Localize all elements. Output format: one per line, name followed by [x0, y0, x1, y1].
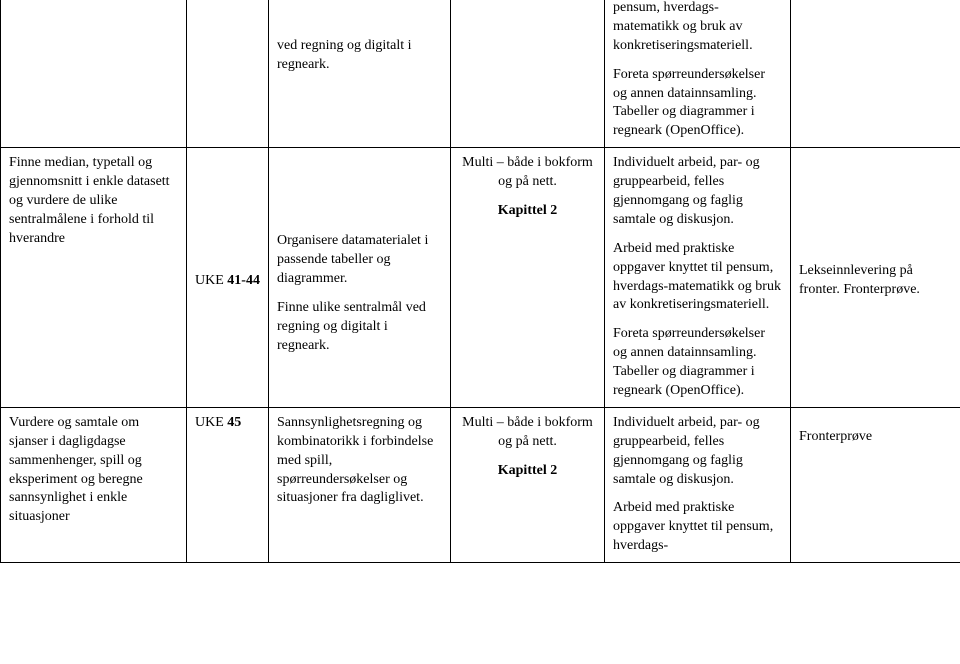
cell-r0-c1: [1, 0, 187, 148]
text: Fronterprøve: [799, 428, 952, 447]
cell-r1-c4: Multi – både i bokform og på nett. Kapit…: [451, 148, 605, 408]
text: Sannsynlighetsregning og kombinatorikk i…: [275, 412, 444, 510]
cell-r1-c3: Organisere datamaterialet i passende tab…: [269, 148, 451, 408]
text: Foreta spørreundersøkelser og annen data…: [613, 325, 782, 401]
table-row: ved regning og digitalt i regneark. pens…: [1, 0, 960, 148]
text: UKE: [195, 273, 227, 288]
cell-r2-c1: Vurdere og samtale om sjanser i dagligda…: [1, 407, 187, 562]
text: Multi – både i bokform og på nett.: [459, 414, 596, 452]
text: Individuelt arbeid, par- og gruppearbeid…: [613, 414, 782, 490]
cell-r2-c5: Individuelt arbeid, par- og gruppearbeid…: [605, 407, 791, 562]
text: Individuelt arbeid, par- og gruppearbeid…: [613, 154, 782, 230]
text: Finne median, typetall og gjennomsnitt i…: [7, 152, 180, 250]
cell-r1-c5: Individuelt arbeid, par- og gruppearbeid…: [605, 148, 791, 408]
cell-r1-c2: UKE 41-44: [187, 148, 269, 408]
text: Arbeid med praktiske oppgaver knyttet ti…: [613, 240, 782, 316]
cell-r0-c3: ved regning og digitalt i regneark.: [269, 0, 451, 148]
text: Lekseinnlevering på fronter. Fronterprøv…: [799, 262, 952, 300]
cell-r0-c2: [187, 0, 269, 148]
curriculum-table: ved regning og digitalt i regneark. pens…: [0, 0, 960, 563]
chapter-label: Kapittel 2: [459, 462, 596, 481]
cell-r0-c6: [791, 0, 960, 148]
cell-r0-c5: pensum, hverdags-matematikk og bruk av k…: [605, 0, 791, 148]
text: Arbeid med praktiske oppgaver knyttet ti…: [613, 499, 782, 556]
cell-r2-c4: Multi – både i bokform og på nett. Kapit…: [451, 407, 605, 562]
chapter-label: Kapittel 2: [459, 202, 596, 221]
cell-r2-c2: UKE 45: [187, 407, 269, 562]
text: ved regning og digitalt i regneark.: [277, 37, 442, 75]
text: Organisere datamaterialet i passende tab…: [277, 232, 442, 289]
table-row: Finne median, typetall og gjennomsnitt i…: [1, 148, 960, 408]
cell-r0-c4: [451, 0, 605, 148]
text: Finne ulike sentralmål ved regning og di…: [277, 299, 442, 356]
text: Multi – både i bokform og på nett.: [459, 154, 596, 192]
text: Foreta spørreundersøkelser og annen data…: [613, 66, 782, 142]
week-range: 41-44: [227, 273, 260, 288]
text: pensum, hverdags-matematikk og bruk av k…: [613, 0, 782, 56]
text: Vurdere og samtale om sjanser i dagligda…: [7, 412, 180, 529]
table-row: Vurdere og samtale om sjanser i dagligda…: [1, 407, 960, 562]
cell-r2-c3: Sannsynlighetsregning og kombinatorikk i…: [269, 407, 451, 562]
week-number: 45: [227, 415, 241, 430]
text: UKE: [195, 415, 227, 430]
cell-r1-c6: Lekseinnlevering på fronter. Fronterprøv…: [791, 148, 960, 408]
cell-r1-c1: Finne median, typetall og gjennomsnitt i…: [1, 148, 187, 408]
cell-r2-c6: Fronterprøve: [791, 407, 960, 562]
